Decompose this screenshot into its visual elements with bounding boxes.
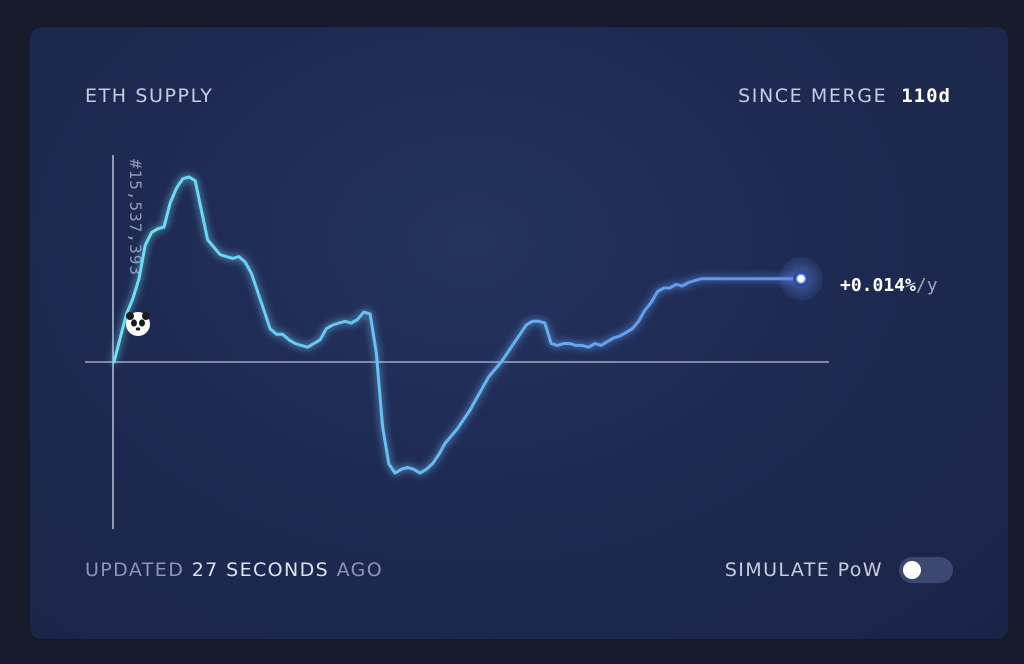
current-point-marker bbox=[779, 256, 823, 301]
simulate-pow-label: SIMULATE PoW bbox=[724, 559, 883, 581]
merge-block-label: #15,537,393 bbox=[126, 159, 145, 276]
simulate-pow-toggle[interactable] bbox=[899, 557, 953, 583]
rate-value: +0.014% bbox=[840, 275, 916, 296]
rate-unit: /y bbox=[915, 275, 938, 296]
simulate-pow: SIMULATE PoW bbox=[725, 557, 953, 583]
updated-status: UPDATED 27 SECONDS AGO bbox=[85, 559, 383, 581]
eth-supply-card: ETH SUPPLY SINCE MERGE 110d #15,537,393 bbox=[30, 27, 1008, 639]
panda-icon bbox=[126, 312, 150, 336]
supply-growth-rate: +0.014%/y bbox=[840, 275, 938, 296]
chart-title: ETH SUPPLY bbox=[85, 85, 214, 107]
updated-value: 27 SECONDS bbox=[191, 559, 330, 581]
toggle-knob bbox=[903, 561, 921, 579]
since-merge-label: SINCE MERGE bbox=[738, 85, 888, 107]
supply-chart: #15,537,393 bbox=[85, 155, 829, 529]
updated-prefix: UPDATED bbox=[85, 559, 185, 581]
updated-suffix: AGO bbox=[336, 559, 384, 581]
supply-line bbox=[112, 175, 803, 475]
since-merge: SINCE MERGE 110d bbox=[738, 85, 951, 107]
since-merge-value: 110d bbox=[901, 85, 951, 107]
